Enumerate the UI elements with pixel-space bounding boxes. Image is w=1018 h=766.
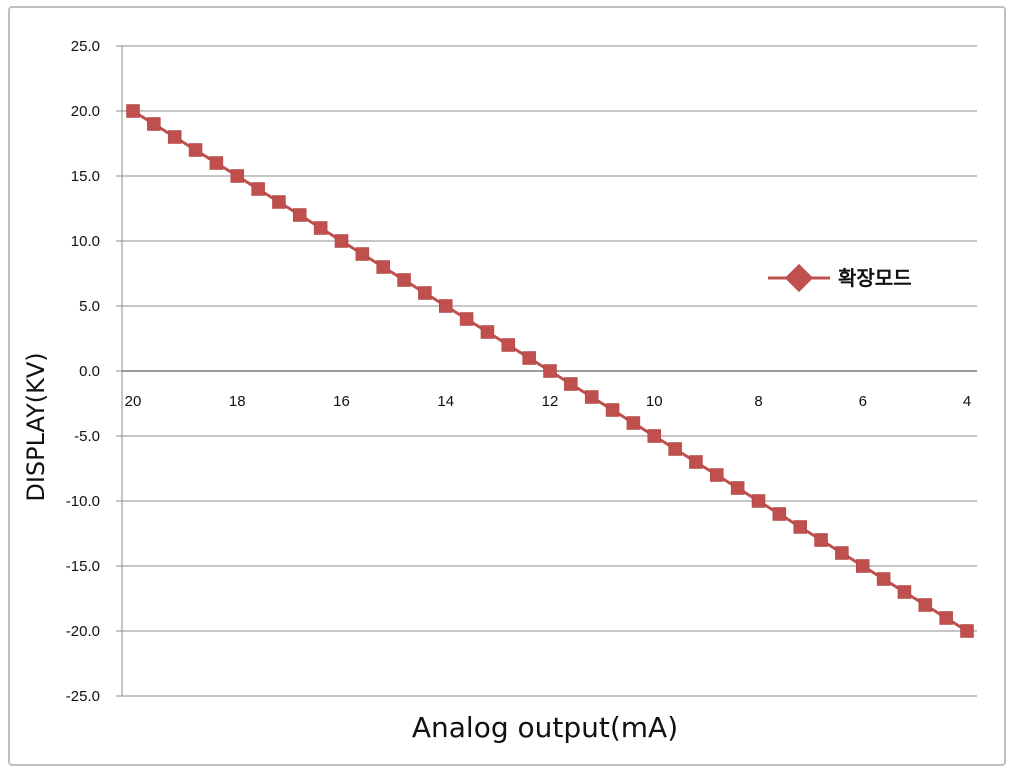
data-point [147, 117, 161, 131]
y-tick-label: 10.0 [71, 233, 100, 250]
data-point [897, 585, 912, 599]
data-point [772, 507, 787, 521]
x-tick-label: 6 [859, 393, 867, 410]
y-tick-label: -25.0 [66, 688, 100, 705]
data-point [605, 403, 620, 417]
y-axis-label: DISPLAY(KV) [22, 352, 50, 501]
y-tick-label: 0.0 [79, 363, 100, 380]
data-point [293, 208, 307, 222]
y-tick-label: -15.0 [66, 558, 100, 575]
x-tick-label: 18 [229, 393, 246, 410]
data-point [459, 312, 474, 326]
data-point [793, 520, 807, 534]
data-point [710, 468, 724, 482]
data-point [647, 429, 661, 443]
data-point [334, 234, 349, 248]
series-group [126, 104, 974, 638]
data-point [730, 481, 745, 495]
data-point [126, 104, 140, 118]
y-tick-label: -20.0 [66, 623, 100, 640]
x-tick-label: 10 [646, 393, 663, 410]
y-tick-label: 20.0 [71, 103, 100, 120]
x-tick-label: 12 [542, 393, 559, 410]
x-axis-label: Analog output(mA) [412, 711, 678, 744]
x-tick-label: 14 [437, 393, 454, 410]
y-tick-labels: 25.0 20.0 15.0 10.0 5.0 0.0 -5.0 -10.0 -15.0 -20.… [66, 38, 100, 705]
data-point [751, 494, 766, 508]
y-tick-label: -5.0 [74, 428, 100, 445]
data-point [501, 338, 516, 352]
data-point [918, 598, 933, 612]
y-tick-label: 25.0 [71, 38, 100, 55]
data-point [272, 195, 286, 209]
data-point [376, 260, 390, 274]
data-point [584, 390, 599, 404]
y-tick-label: -10.0 [66, 493, 100, 510]
data-point [626, 416, 641, 430]
line-chart: 25.0 20.0 15.0 10.0 5.0 0.0 -5.0 -10.0 -15.0 -20.… [22, 38, 977, 744]
data-point [939, 611, 953, 625]
data-point [522, 351, 536, 365]
data-point [480, 325, 495, 339]
x-tick-label: 4 [963, 393, 971, 410]
legend-marker-diamond [784, 263, 814, 293]
y-tick-label: 5.0 [79, 298, 100, 315]
data-point [167, 130, 182, 144]
x-tick-label: 16 [333, 393, 350, 410]
data-point [960, 624, 974, 638]
data-point [230, 169, 244, 183]
data-point [209, 156, 224, 170]
x-tick-label: 8 [754, 393, 762, 410]
data-point [876, 572, 891, 586]
data-point [397, 273, 411, 287]
data-point [543, 364, 557, 378]
data-point [251, 182, 265, 196]
x-tick-label: 20 [125, 393, 142, 410]
data-point [856, 559, 870, 573]
data-point [814, 533, 828, 547]
legend-label: 확장모드 [838, 266, 912, 290]
data-point [668, 442, 682, 456]
data-point [313, 221, 328, 235]
data-point [188, 143, 203, 157]
data-point [689, 455, 703, 469]
data-point [564, 377, 578, 391]
data-point [355, 247, 370, 261]
data-point [418, 286, 432, 300]
data-point [439, 299, 453, 313]
x-tick-labels: 20 18 16 14 12 10 8 6 4 [125, 393, 972, 410]
data-point [835, 546, 849, 560]
y-tick-label: 15.0 [71, 168, 100, 185]
legend: 확장모드 [768, 263, 912, 293]
gridlines [116, 45, 977, 697]
